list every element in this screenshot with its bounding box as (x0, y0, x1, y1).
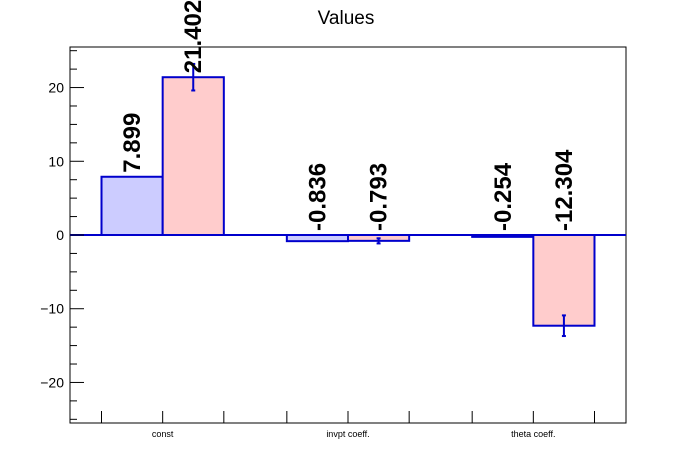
data-label: 7.899 (119, 113, 146, 173)
bars-layer (100, 62, 596, 338)
error-bar (191, 62, 196, 92)
data-label: -0.793 (366, 163, 393, 231)
bar-series2-theta-coeff- (532, 234, 596, 327)
data-labels-layer: 7.899 -0.836 -0.254 21.402 -0.793 -12.304 (119, 0, 578, 231)
error-bar (561, 314, 566, 338)
data-label: -12.304 (551, 149, 578, 231)
x-category-label: theta coeff. (511, 429, 555, 439)
data-label: -0.254 (490, 162, 517, 231)
data-label: -0.836 (304, 163, 331, 231)
chart-title: Values (318, 8, 375, 29)
y-tick-label: 0 (56, 227, 64, 243)
data-label: 21.402 (180, 0, 207, 73)
y-axis: −20 −10 0 10 20 (40, 50, 84, 420)
y-tick-label: 10 (48, 153, 64, 169)
y-tick-label: −20 (40, 374, 64, 390)
x-category-label: const (152, 429, 174, 439)
error-bar (376, 237, 381, 245)
y-tick-label: 20 (48, 80, 64, 96)
bar-series2-const (161, 76, 225, 236)
bar-series1-const (100, 175, 164, 236)
x-category-label: invpt coeff. (326, 429, 369, 439)
x-axis: const invpt coeff. theta coeff. (101, 411, 595, 439)
y-tick-label: −10 (40, 301, 64, 317)
